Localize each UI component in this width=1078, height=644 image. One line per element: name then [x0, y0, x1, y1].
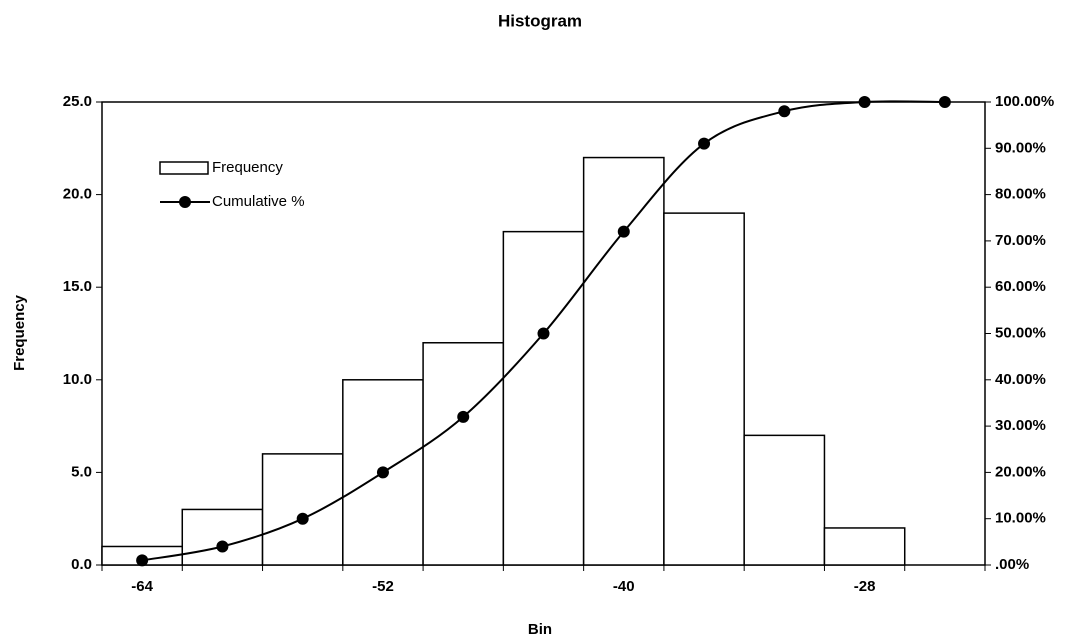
bar: [743, 434, 826, 566]
chart-title: Histogram: [498, 11, 582, 30]
cumulative-marker: [296, 512, 309, 525]
y2-tick-label: 90.00%: [995, 139, 1046, 156]
cumulative-marker: [136, 554, 149, 567]
y2-tick-label: 40.00%: [995, 371, 1046, 388]
y-tick-label: 5.0: [71, 463, 92, 480]
bar: [502, 230, 585, 566]
cumulative-marker: [778, 105, 791, 118]
bar: [582, 156, 665, 566]
bar: [261, 453, 344, 566]
y-tick-label: 20.0: [63, 186, 92, 203]
y-tick-label: 0.0: [71, 556, 92, 573]
legend-marker: [179, 196, 191, 208]
legend-label: Frequency: [212, 159, 283, 176]
y2-tick-label: 60.00%: [995, 278, 1046, 295]
cumulative-marker: [537, 327, 550, 340]
y-tick-label: 10.0: [63, 371, 92, 388]
legend-swatch: [159, 161, 209, 175]
x-tick-label: -40: [613, 578, 635, 595]
legend-label: Cumulative %: [212, 193, 305, 210]
y2-tick-label: .00%: [995, 556, 1029, 573]
cumulative-marker: [858, 96, 871, 108]
cumulative-marker: [216, 540, 229, 553]
cumulative-marker: [617, 225, 630, 238]
y-tick-label: 25.0: [63, 93, 92, 110]
y2-tick-label: 50.00%: [995, 324, 1046, 341]
x-tick-label: -64: [131, 578, 153, 595]
y2-tick-label: 20.00%: [995, 463, 1046, 480]
cumulative-marker: [938, 96, 951, 108]
bar: [422, 342, 505, 566]
bar: [823, 527, 906, 566]
cumulative-marker: [457, 410, 470, 423]
y-tick-label: 15.0: [63, 278, 92, 295]
y2-tick-label: 10.00%: [995, 510, 1046, 527]
y2-tick-label: 80.00%: [995, 186, 1046, 203]
cumulative-marker: [376, 466, 389, 479]
y2-tick-label: 30.00%: [995, 417, 1046, 434]
bar: [181, 508, 264, 566]
x-tick-label: -52: [372, 578, 394, 595]
y2-tick-label: 100.00%: [995, 93, 1054, 110]
x-axis-label: Bin: [528, 621, 552, 638]
bar: [663, 212, 745, 566]
cumulative-marker: [698, 137, 711, 150]
y-axis-label: Frequency: [11, 294, 28, 371]
y2-tick-label: 70.00%: [995, 232, 1046, 249]
x-tick-label: -28: [854, 578, 876, 595]
